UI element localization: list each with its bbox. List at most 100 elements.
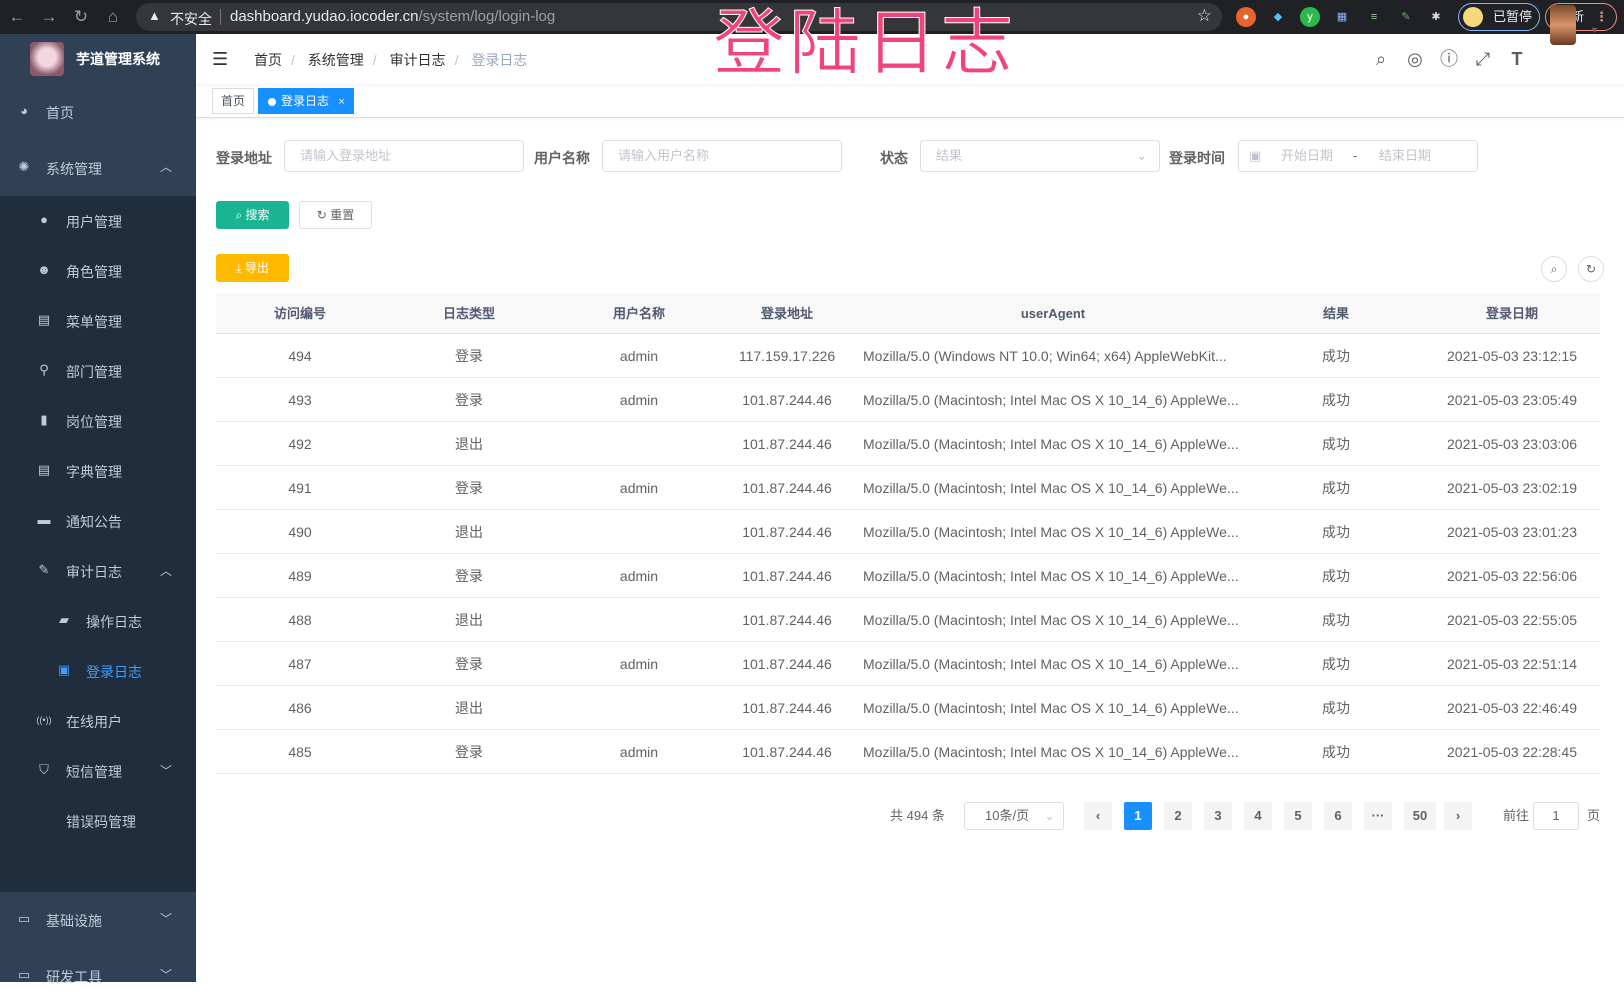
breadcrumb-item[interactable]: 系统管理 <box>307 52 364 68</box>
page-size-select[interactable]: 10条/页 ⌄ <box>964 802 1064 830</box>
breadcrumb-item[interactable]: 首页 <box>254 52 282 68</box>
sidebar-item[interactable]: ⚲ 部门管理 <box>0 346 196 396</box>
sidebar-item[interactable]: ((•)) 在线用户 <box>0 696 196 746</box>
tags-view: 首页 登录日志 × <box>196 84 1624 118</box>
search-button[interactable]: ⌕ 搜索 <box>216 201 289 229</box>
extension-leaf-icon[interactable]: ✎ <box>1401 11 1411 23</box>
font-size-icon[interactable]: T <box>1511 49 1523 69</box>
page-button[interactable]: 50 <box>1404 802 1436 830</box>
refresh-icon[interactable]: ↻ <box>1578 256 1604 282</box>
tag-home[interactable]: 首页 <box>212 88 255 114</box>
table-cell: Mozilla/5.0 (Macintosh; Intel Mac OS X 1… <box>863 480 1239 496</box>
date-range-input[interactable]: ▣ 开始日期 - 结束日期 <box>1238 140 1478 172</box>
table-row[interactable]: 493 登录 admin 101.87.244.46 Mozilla/5.0 (Maci… <box>216 378 1600 422</box>
column-header[interactable]: 登录地址 <box>760 306 814 321</box>
search-icon[interactable]: ⌕ <box>1375 49 1387 69</box>
table-row[interactable]: 491 登录 admin 101.87.244.46 Mozilla/5.0 (Maci… <box>216 466 1600 510</box>
next-page-button[interactable]: › <box>1444 802 1472 830</box>
hamburger-icon[interactable]: ☰ <box>212 49 229 69</box>
page-button[interactable]: 4 <box>1244 802 1272 830</box>
tree-icon: ⚲ <box>39 362 49 377</box>
time-label: 登录时间 <box>1169 150 1225 166</box>
table-cell: 成功 <box>1322 348 1350 364</box>
profile-paused-button[interactable]: 已暂停 <box>1458 3 1540 31</box>
sidebar-item[interactable]: 错误码管理 <box>0 796 196 846</box>
sidebar-item-label: 短信管理 <box>66 764 122 780</box>
goto-page-input[interactable]: 1 <box>1533 802 1579 830</box>
table-row[interactable]: 492 退出 101.87.244.46 Mozilla/5.0 (Macintosh… <box>216 422 1600 466</box>
reset-button[interactable]: ↻ 重置 <box>299 201 372 229</box>
sidebar-item[interactable]: ▭ 基础设施 ﹀ <box>0 892 196 948</box>
prev-page-button[interactable]: ‹ <box>1084 802 1112 830</box>
app-logo <box>30 42 64 76</box>
extension-icon[interactable]: ● <box>1236 7 1256 27</box>
table-row[interactable]: 486 退出 101.87.244.46 Mozilla/5.0 (Macintosh… <box>216 686 1600 730</box>
column-header[interactable]: 日志类型 <box>442 306 496 321</box>
status-select[interactable]: 结果 ⌄ <box>920 140 1160 172</box>
extension-gem-icon[interactable]: ◆ <box>1273 11 1283 23</box>
table-cell: 2021-05-03 22:56:06 <box>1447 568 1577 584</box>
sidebar-item[interactable]: ✺ 系统管理 ︿ <box>0 140 196 196</box>
help-icon[interactable]: ⓘ <box>1440 49 1458 69</box>
sidebar-item[interactable]: ✎ 审计日志 ︿ <box>0 546 196 596</box>
page-button[interactable]: 3 <box>1204 802 1232 830</box>
table-cell: 489 <box>288 568 312 584</box>
table-row[interactable]: 489 登录 admin 101.87.244.46 Mozilla/5.0 (Maci… <box>216 554 1600 598</box>
tag-login-log[interactable]: 登录日志 × <box>258 88 354 114</box>
page-button[interactable]: 2 <box>1164 802 1192 830</box>
address-bar[interactable]: ▲ 不安全 dashboard.yudao.iocoder.cn/system/… <box>136 3 1222 31</box>
bookmark-star-icon[interactable]: ☆ <box>1196 6 1212 25</box>
page-button[interactable]: 6 <box>1324 802 1352 830</box>
sidebar-item[interactable]: ⛉ 短信管理 ﹀ <box>0 746 196 796</box>
breadcrumb-item[interactable]: 审计日志 <box>389 52 446 68</box>
sidebar-item[interactable]: ☻ 角色管理 <box>0 246 196 296</box>
sidebar-item[interactable]: ◕ 首页 <box>0 84 196 140</box>
table-row[interactable]: 494 登录 admin 117.159.17.226 Mozilla/5.0 (Win… <box>216 334 1600 378</box>
table-cell: 492 <box>288 436 312 452</box>
sidebar-item[interactable]: ▣ 登录日志 <box>0 646 196 696</box>
extension-on-icon[interactable]: ≡ <box>1370 11 1378 23</box>
page-button[interactable]: 1 <box>1124 802 1152 830</box>
caret-down-icon[interactable]: ▼ <box>1590 25 1599 35</box>
fullscreen-icon[interactable]: ⤢ <box>1475 49 1491 69</box>
search-icon: ⌕ <box>235 208 243 222</box>
reload-icon[interactable]: ↻ <box>73 7 89 26</box>
sidebar-item[interactable]: ▰ 操作日志 <box>0 596 196 646</box>
toggle-search-icon[interactable]: ⌕ <box>1541 256 1567 282</box>
github-icon[interactable]: ◎ <box>1407 49 1423 69</box>
ip-input[interactable]: 请输入登录地址 <box>284 140 524 172</box>
sidebar-item[interactable]: ● 用户管理 <box>0 196 196 246</box>
column-header[interactable]: 登录日期 <box>1485 306 1539 321</box>
export-button[interactable]: ⤓ 导出 <box>216 254 289 282</box>
extension-grid-icon[interactable]: ▦ <box>1336 11 1348 23</box>
column-header[interactable]: 访问编号 <box>273 306 327 321</box>
download-icon: ⤓ <box>236 261 242 275</box>
sidebar-item[interactable]: ▤ 字典管理 <box>0 446 196 496</box>
extensions-puzzle-icon[interactable]: ✱ <box>1431 11 1441 23</box>
page-button[interactable]: ··· <box>1364 802 1392 830</box>
column-header[interactable]: 结果 <box>1322 306 1350 321</box>
column-header[interactable]: 用户名称 <box>612 306 666 321</box>
column-header[interactable]: userAgent <box>1020 306 1086 321</box>
page-button[interactable]: 5 <box>1284 802 1312 830</box>
sidebar-item[interactable]: ▤ 菜单管理 <box>0 296 196 346</box>
table-row[interactable]: 488 退出 101.87.244.46 Mozilla/5.0 (Macintosh… <box>216 598 1600 642</box>
sidebar-item[interactable]: ▮ 岗位管理 <box>0 396 196 446</box>
sidebar-item-label: 审计日志 <box>66 564 122 580</box>
extension-y-icon[interactable]: y <box>1300 7 1320 27</box>
forward-icon[interactable]: → <box>40 7 58 26</box>
table-cell: 101.87.244.46 <box>742 656 832 672</box>
sidebar-item[interactable]: ▭ 研发工具 ﹀ <box>0 948 196 1004</box>
table-cell: 2021-05-03 22:46:49 <box>1447 700 1577 716</box>
table-row[interactable]: 490 退出 101.87.244.46 Mozilla/5.0 (Macintosh… <box>216 510 1600 554</box>
sidebar-item[interactable]: ▬ 通知公告 <box>0 496 196 546</box>
log-icon: ✎ <box>38 562 50 577</box>
home-icon[interactable]: ⌂ <box>107 7 119 26</box>
table-row[interactable]: 485 登录 admin 101.87.244.46 Mozilla/5.0 (Maci… <box>216 730 1600 774</box>
avatar[interactable] <box>1550 5 1576 45</box>
username-input[interactable]: 请输入用户名称 <box>602 140 842 172</box>
close-icon[interactable]: × <box>338 96 345 108</box>
table-cell: 101.87.244.46 <box>742 744 832 760</box>
table-row[interactable]: 487 登录 admin 101.87.244.46 Mozilla/5.0 (Maci… <box>216 642 1600 686</box>
back-icon[interactable]: ← <box>8 7 26 26</box>
